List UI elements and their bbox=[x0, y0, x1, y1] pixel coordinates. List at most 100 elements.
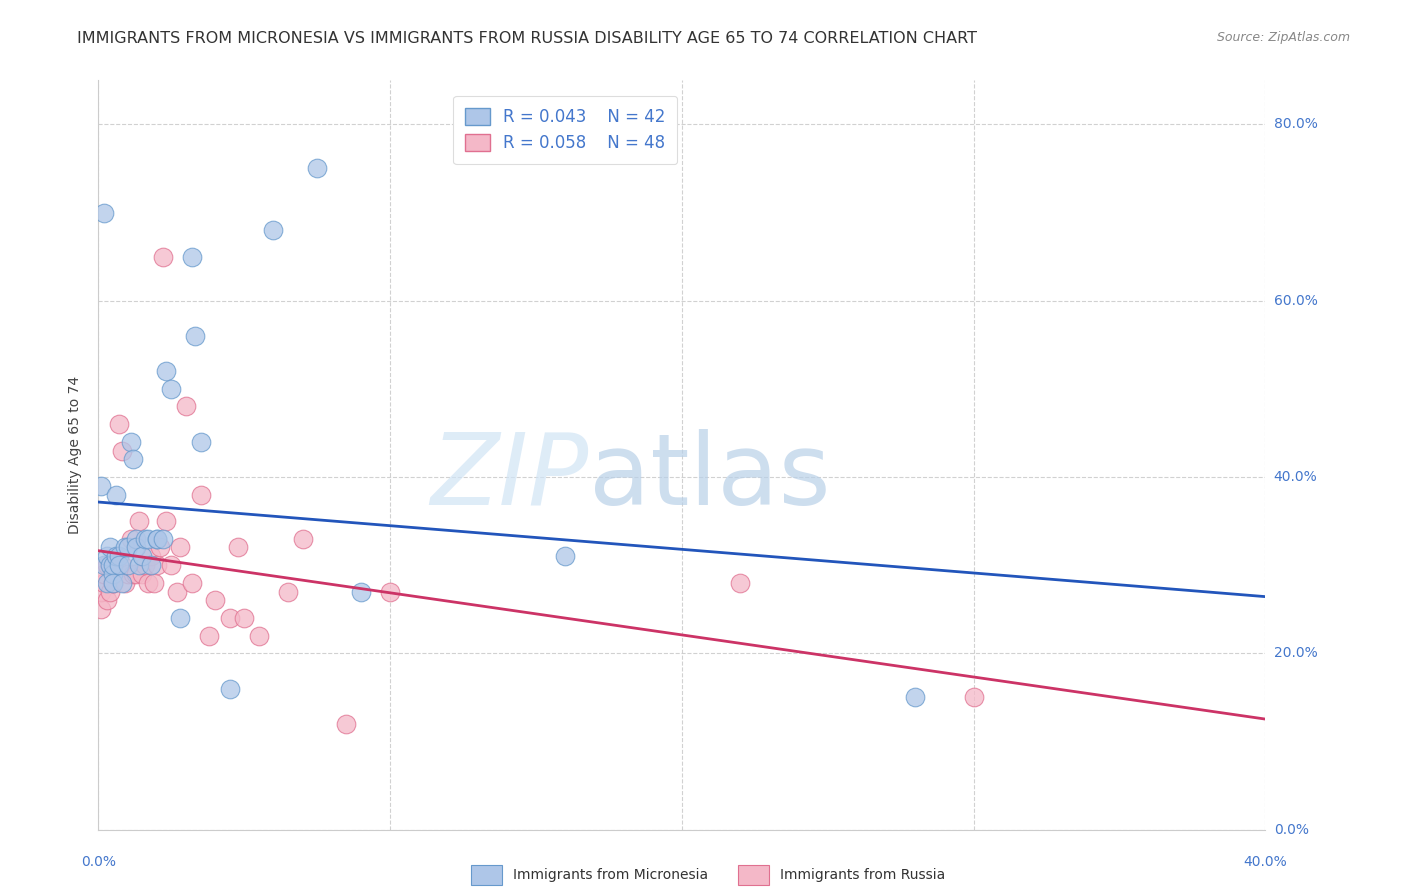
Point bbox=[136, 532, 159, 546]
Point bbox=[120, 532, 142, 546]
Point bbox=[125, 532, 148, 546]
Point bbox=[93, 205, 115, 219]
Point bbox=[104, 566, 127, 581]
Point bbox=[125, 566, 148, 581]
Point bbox=[90, 584, 112, 599]
Point bbox=[155, 514, 177, 528]
Point bbox=[96, 575, 118, 590]
Point bbox=[166, 584, 188, 599]
Point bbox=[104, 558, 127, 573]
Point bbox=[155, 364, 177, 378]
Point bbox=[93, 575, 115, 590]
Text: 80.0%: 80.0% bbox=[1274, 118, 1317, 131]
Point bbox=[111, 443, 134, 458]
Point bbox=[114, 541, 136, 555]
Point bbox=[277, 584, 299, 599]
Point bbox=[98, 584, 121, 599]
Point bbox=[146, 532, 169, 546]
Point bbox=[139, 558, 162, 573]
Text: Immigrants from Micronesia: Immigrants from Micronesia bbox=[513, 868, 709, 882]
Point bbox=[730, 575, 752, 590]
Point bbox=[101, 558, 124, 573]
Point bbox=[128, 558, 150, 573]
Point bbox=[554, 549, 576, 564]
Point bbox=[183, 329, 205, 343]
Text: 0.0%: 0.0% bbox=[82, 855, 115, 869]
Y-axis label: Disability Age 65 to 74: Disability Age 65 to 74 bbox=[69, 376, 83, 534]
Point bbox=[169, 541, 191, 555]
Point bbox=[98, 558, 121, 573]
Text: Source: ZipAtlas.com: Source: ZipAtlas.com bbox=[1216, 31, 1350, 45]
Point bbox=[152, 532, 174, 546]
Point bbox=[98, 541, 121, 555]
Point bbox=[108, 558, 131, 573]
Point bbox=[335, 716, 357, 731]
Point bbox=[149, 541, 172, 555]
Text: 40.0%: 40.0% bbox=[1274, 470, 1317, 484]
Point bbox=[146, 558, 169, 573]
Point bbox=[108, 549, 131, 564]
Point bbox=[190, 434, 212, 449]
Point bbox=[146, 532, 169, 546]
Text: atlas: atlas bbox=[589, 429, 830, 526]
Point bbox=[198, 629, 221, 643]
Point bbox=[962, 690, 984, 705]
Point bbox=[101, 566, 124, 581]
Point bbox=[350, 584, 373, 599]
Point bbox=[131, 566, 153, 581]
Point bbox=[204, 593, 226, 607]
Point bbox=[291, 532, 314, 546]
Point bbox=[122, 452, 145, 467]
Point bbox=[160, 382, 183, 396]
Text: 0.0%: 0.0% bbox=[1274, 822, 1309, 837]
Point bbox=[128, 514, 150, 528]
Point bbox=[117, 541, 139, 555]
Point bbox=[122, 566, 145, 581]
Point bbox=[101, 575, 124, 590]
Point bbox=[142, 575, 165, 590]
Point bbox=[247, 629, 270, 643]
Point bbox=[117, 558, 139, 573]
Text: Immigrants from Russia: Immigrants from Russia bbox=[780, 868, 946, 882]
Point bbox=[111, 575, 134, 590]
Point bbox=[233, 611, 256, 625]
Point bbox=[174, 400, 197, 414]
Point bbox=[131, 549, 153, 564]
Point bbox=[218, 611, 240, 625]
Point bbox=[218, 681, 240, 696]
Point bbox=[136, 575, 159, 590]
Point bbox=[125, 541, 148, 555]
Point bbox=[380, 584, 402, 599]
Point bbox=[152, 250, 174, 264]
Point bbox=[134, 532, 156, 546]
Point bbox=[93, 566, 115, 581]
Point bbox=[101, 575, 124, 590]
Point bbox=[160, 558, 183, 573]
Point bbox=[117, 566, 139, 581]
Point bbox=[120, 434, 142, 449]
Point bbox=[90, 479, 112, 493]
Point bbox=[307, 161, 329, 176]
Point bbox=[904, 690, 927, 705]
Point bbox=[180, 575, 202, 590]
Legend: R = 0.043    N = 42, R = 0.058    N = 48: R = 0.043 N = 42, R = 0.058 N = 48 bbox=[453, 96, 678, 164]
Point bbox=[93, 558, 115, 573]
Text: ZIP: ZIP bbox=[430, 429, 589, 526]
Point bbox=[101, 575, 124, 590]
Point bbox=[114, 575, 136, 590]
Point bbox=[104, 487, 127, 501]
Text: IMMIGRANTS FROM MICRONESIA VS IMMIGRANTS FROM RUSSIA DISABILITY AGE 65 TO 74 COR: IMMIGRANTS FROM MICRONESIA VS IMMIGRANTS… bbox=[77, 31, 977, 46]
Point bbox=[169, 611, 191, 625]
Point bbox=[90, 602, 112, 616]
Point bbox=[96, 549, 118, 564]
Text: 60.0%: 60.0% bbox=[1274, 293, 1317, 308]
Point bbox=[104, 549, 127, 564]
Point bbox=[111, 558, 134, 573]
Point bbox=[108, 417, 131, 431]
Point bbox=[190, 487, 212, 501]
Text: 20.0%: 20.0% bbox=[1274, 647, 1317, 660]
Point bbox=[96, 558, 118, 573]
Point bbox=[134, 558, 156, 573]
Text: 40.0%: 40.0% bbox=[1243, 855, 1288, 869]
Point bbox=[139, 549, 162, 564]
